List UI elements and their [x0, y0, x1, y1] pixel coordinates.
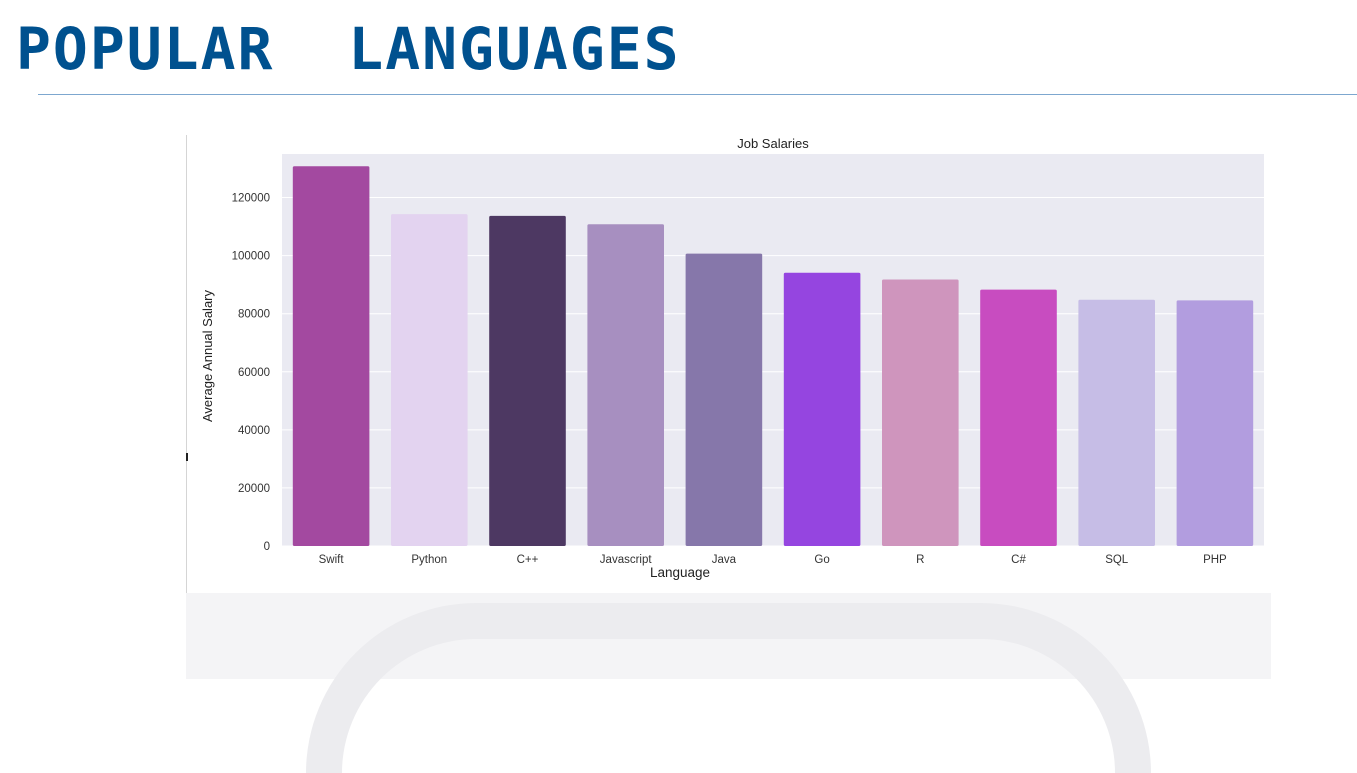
- bars: [292, 166, 1254, 547]
- y-tick-label: 100000: [232, 251, 270, 263]
- y-tick-label: 80000: [238, 309, 270, 321]
- x-tick-label: PHP: [1203, 554, 1227, 566]
- bar-swift: [292, 166, 370, 546]
- x-tick-label: Go: [814, 554, 829, 566]
- y-tick-label: 120000: [232, 193, 270, 205]
- watermark-arc: [306, 603, 1151, 773]
- slide-title: POPULAR LANGUAGES: [16, 15, 681, 83]
- bar-java: [685, 253, 763, 546]
- bar-c-: [489, 215, 566, 547]
- y-tick-label: 20000: [238, 483, 270, 495]
- x-tick-label: Java: [712, 554, 737, 566]
- y-tick-label: 60000: [238, 367, 270, 379]
- x-tick-label: R: [916, 554, 924, 566]
- x-tick-labels: Swift Python C++ Javascript Java Go R C# SQL PHP: [319, 554, 1227, 566]
- background-watermark: [186, 593, 1271, 773]
- y-tick-label: 0: [264, 541, 270, 553]
- x-tick-label: Javascript: [600, 554, 653, 566]
- chart-card-edge-mark: [186, 453, 188, 461]
- bar-r: [882, 279, 959, 546]
- chart-card: 0 20000 40000 60000 80000 100000 120000 Swift P…: [186, 135, 1271, 593]
- x-tick-label: C++: [517, 554, 539, 566]
- chart-title: Job Salaries: [737, 136, 809, 151]
- x-axis-label: Language: [650, 565, 710, 580]
- x-tick-label: Python: [411, 554, 447, 566]
- bar-javascript: [587, 224, 664, 546]
- y-tick-label: 40000: [238, 425, 270, 437]
- bar-php: [1176, 300, 1254, 546]
- bar-sql: [1078, 299, 1155, 546]
- y-tick-labels: 0 20000 40000 60000 80000 100000 120000: [232, 193, 270, 553]
- x-tick-label: C#: [1011, 554, 1026, 566]
- x-tick-label: Swift: [319, 554, 345, 566]
- bar-python: [391, 214, 468, 546]
- y-axis-label: Average Annual Salary: [200, 289, 215, 422]
- chart-card-edge: [186, 135, 187, 593]
- salary-bar-chart: 0 20000 40000 60000 80000 100000 120000 Swift P…: [200, 136, 1264, 580]
- x-tick-label: SQL: [1105, 554, 1129, 566]
- title-divider: [38, 94, 1357, 95]
- bar-c-: [980, 289, 1057, 546]
- bar-go: [783, 272, 861, 546]
